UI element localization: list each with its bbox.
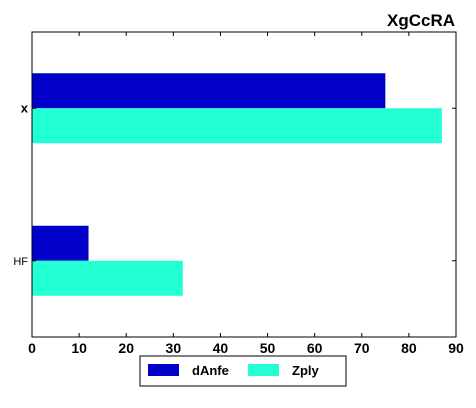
- bar-dAnfe-x: [32, 73, 386, 109]
- xtick-label: 40: [213, 340, 229, 356]
- xtick-label: 20: [118, 340, 134, 356]
- xtick-label: 60: [307, 340, 323, 356]
- ticks-group: x HF 0 10 20 30 40 50 60 70 80 90: [13, 32, 464, 356]
- xtick-label: 90: [448, 340, 464, 356]
- bar-dAnfe-HF: [32, 225, 89, 261]
- xtick-label: 10: [71, 340, 87, 356]
- legend: dAnfe Zply: [139, 355, 347, 387]
- xtick-label: 0: [28, 340, 36, 356]
- legend-label-Zply: Zply: [292, 363, 319, 378]
- legend-swatch-Zply: [248, 364, 279, 376]
- bar-Zply-HF: [32, 260, 183, 296]
- chart-title: XgCcRA: [387, 11, 455, 30]
- legend-label-dAnfe: dAnfe: [192, 363, 229, 378]
- plot-frame: [31, 31, 457, 338]
- xtick-label: 80: [401, 340, 417, 356]
- ytick-label: HF: [13, 256, 28, 268]
- legend-swatch-dAnfe: [148, 364, 179, 376]
- bar-Zply-x: [32, 108, 442, 144]
- ytick-label: x: [21, 100, 29, 115]
- xtick-label: 30: [166, 340, 182, 356]
- xtick-label: 70: [354, 340, 370, 356]
- xtick-label: 50: [260, 340, 276, 356]
- bars-group: [32, 73, 442, 296]
